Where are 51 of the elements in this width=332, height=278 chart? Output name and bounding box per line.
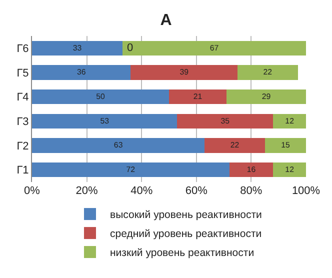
- data-label: 33: [72, 43, 82, 52]
- bar: [32, 90, 169, 104]
- y-tick-label: Г3: [16, 116, 29, 128]
- bar: [264, 138, 306, 153]
- y-tick-label: Г1: [16, 164, 29, 177]
- bar: [169, 90, 227, 104]
- bar: [32, 114, 178, 128]
- data-label: 21: [193, 92, 202, 101]
- y-tick-label: Г2: [16, 140, 29, 152]
- bar: [130, 65, 238, 80]
- bar: [32, 162, 230, 178]
- data-label: 35: [220, 116, 230, 126]
- y-tick-label: Г6: [16, 43, 29, 56]
- data-label: 50: [96, 92, 106, 101]
- bar: [32, 65, 131, 80]
- x-tick-label: 0%: [24, 185, 40, 197]
- data-label: 72: [126, 164, 136, 174]
- x-tick-label: 80%: [240, 185, 262, 197]
- x-tick-label: 100%: [292, 185, 320, 197]
- bar: [229, 162, 274, 178]
- data-label: 12: [285, 116, 294, 126]
- data-label: 39: [180, 68, 188, 77]
- bar: [273, 114, 306, 128]
- data-label: 22: [230, 140, 240, 150]
- data-label: 36: [76, 68, 86, 77]
- x-tick-label: 60%: [185, 185, 208, 197]
- bar: [32, 40, 122, 56]
- bar: [273, 162, 306, 178]
- data-label: 67: [210, 43, 219, 52]
- bar: [32, 138, 205, 153]
- bar: [226, 90, 306, 104]
- chart-title: А: [160, 12, 172, 30]
- data-label: 22: [263, 68, 272, 77]
- y-tick-label: Г5: [16, 67, 29, 80]
- x-tick-label: 40%: [130, 185, 153, 197]
- legend-label: высокий уровень реактивности: [110, 209, 262, 222]
- data-label: 29: [262, 92, 271, 101]
- bar: [122, 40, 306, 56]
- bar: [204, 138, 265, 153]
- data-label: 15: [281, 140, 290, 150]
- y-tick-label: Г4: [16, 92, 29, 104]
- data-label: 53: [100, 116, 110, 126]
- bar: [238, 65, 298, 80]
- bar: [177, 114, 274, 128]
- legend-label: средний уровень реактивности: [110, 228, 262, 240]
- annotation: 0: [127, 42, 134, 54]
- legend-label: низкий уровень реактивности: [110, 247, 254, 260]
- x-tick-label: 20%: [76, 185, 98, 197]
- data-label: 63: [114, 140, 124, 150]
- data-label: 16: [246, 164, 256, 174]
- data-label: 12: [285, 164, 294, 174]
